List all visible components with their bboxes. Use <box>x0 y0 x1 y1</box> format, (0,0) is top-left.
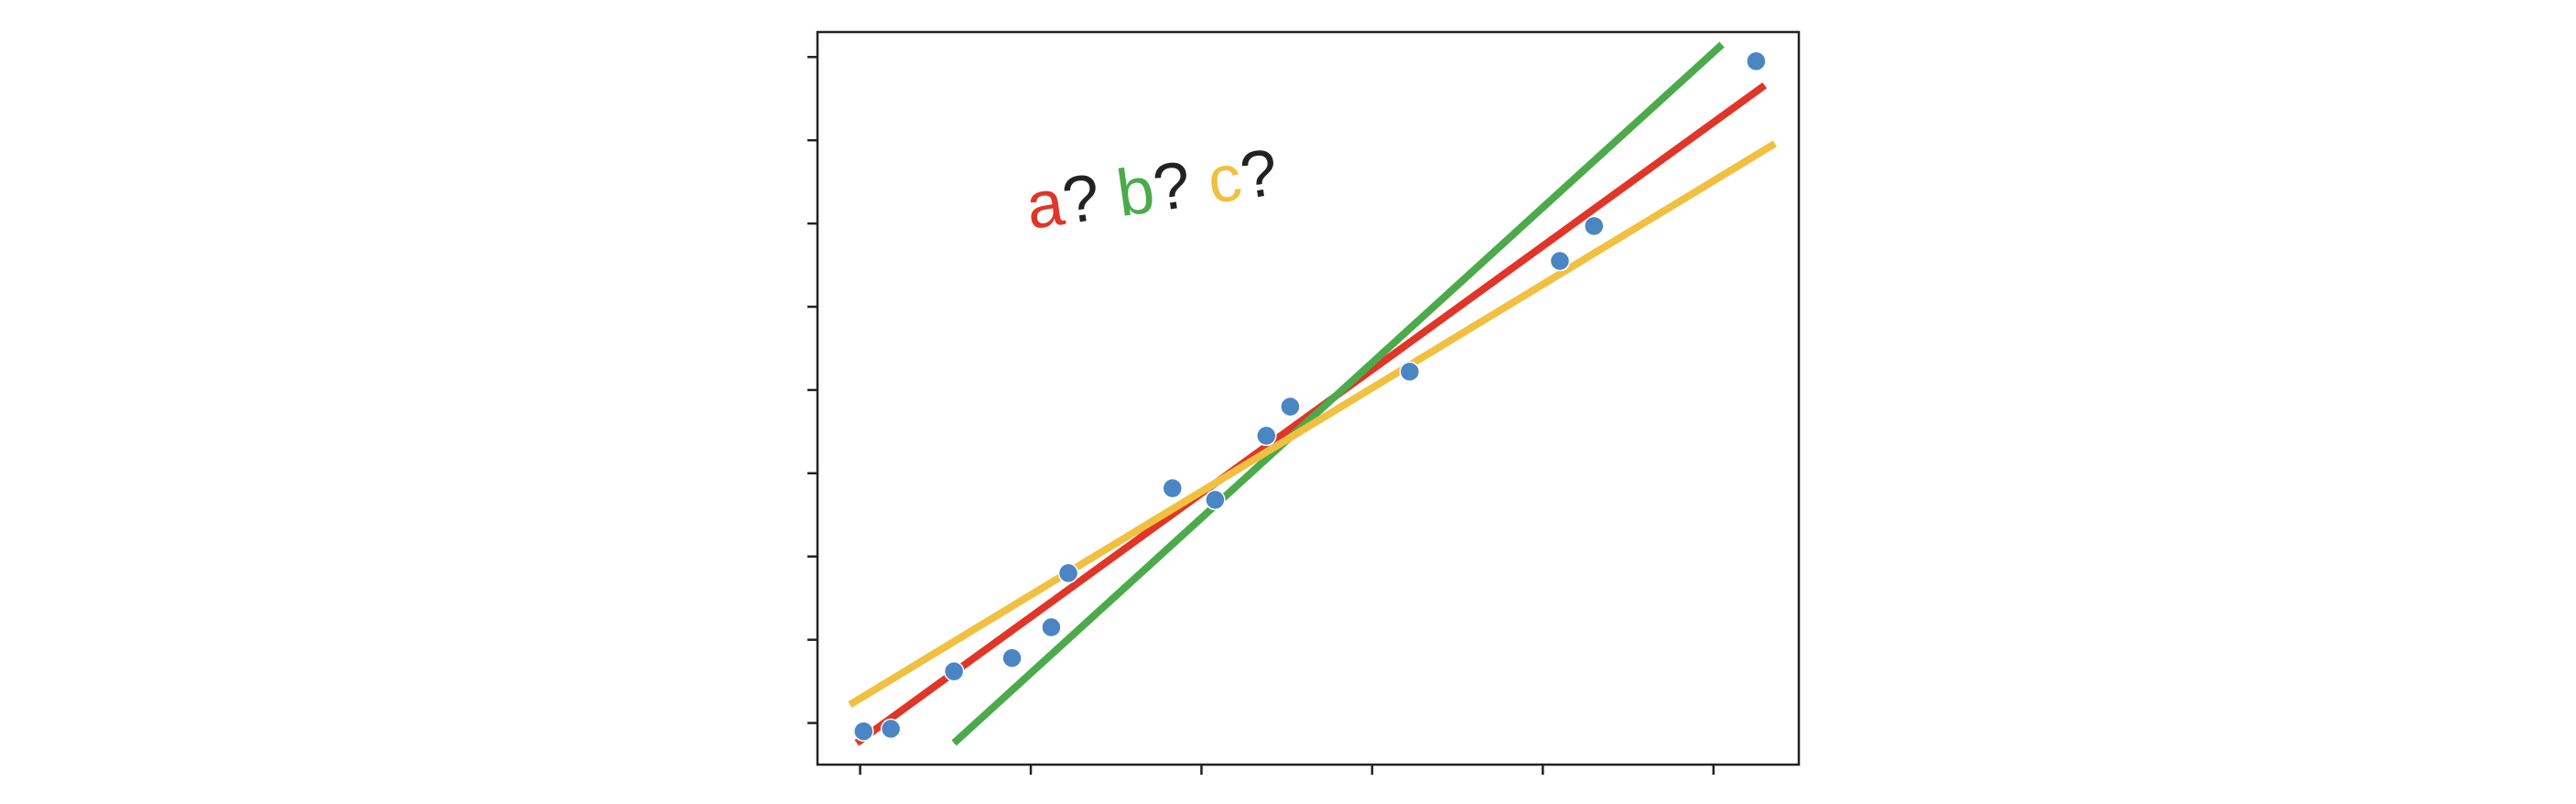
data-point <box>1549 250 1571 272</box>
data-point <box>1041 616 1062 638</box>
data-point <box>1162 477 1184 499</box>
fit-line-b <box>951 41 1725 746</box>
data-point <box>880 718 902 740</box>
plot-frame <box>816 30 1801 766</box>
data-point <box>1746 50 1767 72</box>
fit-lines <box>848 41 1777 746</box>
data-point <box>943 660 965 682</box>
data-point <box>853 721 874 742</box>
data-point <box>1205 489 1226 511</box>
fit-line-c <box>848 140 1777 708</box>
axis-ticks <box>807 56 1716 775</box>
data-point <box>1256 425 1277 447</box>
annotation-label: a? b? c? <box>1022 136 1283 244</box>
data-point <box>1001 647 1023 668</box>
data-points <box>853 50 1767 742</box>
data-point <box>1399 361 1421 383</box>
data-point <box>1057 562 1079 584</box>
data-point <box>1280 396 1301 418</box>
data-point <box>1584 215 1605 237</box>
